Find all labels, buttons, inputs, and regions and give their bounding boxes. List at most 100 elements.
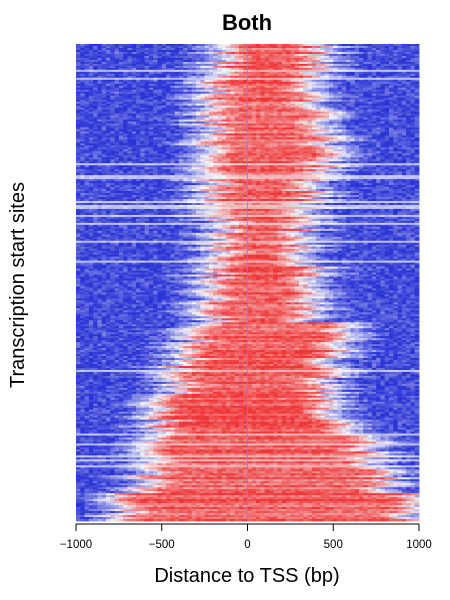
heatmap-cell (191, 61, 197, 65)
heatmap-cell (346, 109, 351, 112)
heatmap-cell (101, 53, 107, 57)
heatmap-cell (350, 57, 356, 61)
heatmap-cell (226, 49, 231, 53)
heatmap-cell (183, 151, 188, 154)
heatmap-cell (277, 93, 283, 97)
heatmap-cell (200, 87, 206, 91)
heatmap-cell (384, 77, 390, 81)
heatmap-cell (380, 159, 386, 162)
heatmap-cell (410, 111, 416, 114)
heatmap-cell (110, 159, 115, 162)
heatmap-cell (217, 59, 223, 63)
heatmap-cell (178, 141, 184, 144)
heatmap-cell (183, 127, 188, 130)
heatmap-cell (260, 77, 266, 81)
heatmap-cell (333, 105, 338, 108)
heatmap-cell (170, 151, 176, 154)
heatmap-cell (406, 161, 411, 164)
heatmap-cell (401, 81, 407, 85)
heatmap-cell (84, 125, 90, 128)
heatmap-cell (213, 157, 218, 160)
heatmap-cell (371, 91, 377, 95)
heatmap-cell (376, 165, 381, 168)
heatmap-cell (264, 77, 270, 81)
heatmap-cell (200, 63, 206, 67)
heatmap-cell (367, 113, 373, 116)
heatmap-cell (380, 157, 386, 160)
heatmap-cell (170, 165, 176, 168)
heatmap-cell (294, 163, 300, 166)
heatmap-cell (106, 155, 111, 158)
heatmap-cell (388, 57, 394, 61)
heatmap-cell (148, 137, 154, 140)
heatmap-cell (281, 129, 287, 132)
heatmap-cell (127, 45, 133, 49)
heatmap-cell (243, 137, 248, 140)
heatmap-cell (208, 117, 214, 120)
heatmap-cell (123, 137, 128, 140)
heatmap-cell (166, 139, 171, 142)
heatmap-cell (260, 65, 266, 69)
heatmap-cell (337, 81, 343, 85)
heatmap-cell (307, 133, 313, 136)
heatmap-cell (187, 137, 193, 140)
heatmap-cell (384, 115, 390, 118)
heatmap-cell (84, 85, 90, 89)
heatmap-cell (183, 101, 188, 105)
heatmap-cell (406, 117, 411, 120)
heatmap-cell (401, 131, 407, 134)
heatmap-cell (358, 65, 364, 69)
heatmap-cell (148, 127, 154, 130)
heatmap-cell (311, 145, 317, 148)
heatmap-cell (333, 153, 338, 156)
heatmap-cell (204, 45, 210, 49)
heatmap-cell (277, 149, 283, 152)
heatmap-cell (84, 65, 90, 69)
heatmap-cell (294, 47, 300, 51)
heatmap-cell (93, 127, 98, 130)
heatmap-cell (363, 153, 368, 156)
heatmap-cell (290, 163, 296, 166)
heatmap-cell (320, 57, 326, 61)
heatmap-cell (354, 147, 360, 150)
heatmap-cell (238, 135, 244, 138)
heatmap-cell (196, 129, 201, 132)
heatmap-cell (290, 159, 296, 162)
heatmap-cell (286, 97, 291, 101)
heatmap-cell (80, 153, 85, 156)
heatmap-cell (230, 107, 236, 110)
heatmap-cell (350, 135, 356, 138)
heatmap-cell (358, 109, 364, 112)
heatmap-cell (298, 91, 304, 95)
heatmap-cell (358, 49, 364, 53)
heatmap-cell (161, 105, 167, 108)
heatmap-cell (88, 65, 94, 69)
heatmap-cell (371, 59, 377, 63)
heatmap-cell (88, 93, 94, 97)
heatmap-cell (110, 79, 115, 83)
heatmap-cell (251, 109, 257, 112)
heatmap-cell (88, 57, 94, 61)
heatmap-cell (136, 167, 141, 170)
heatmap-cell (161, 151, 167, 154)
heatmap-cell (337, 83, 343, 87)
heatmap-cell (268, 81, 274, 85)
heatmap-cell (191, 139, 197, 142)
heatmap-cell (114, 77, 120, 81)
heatmap-cell (298, 125, 304, 128)
heatmap-cell (131, 113, 137, 116)
heatmap-cell (264, 109, 270, 112)
heatmap-cell (148, 99, 154, 103)
heatmap-cell (200, 159, 206, 162)
heatmap-cell (268, 119, 274, 122)
heatmap-cell (118, 107, 124, 110)
heatmap-cell (106, 165, 111, 168)
heatmap-cell (196, 99, 201, 103)
heatmap-cell (208, 159, 214, 162)
heatmap-cell (136, 155, 141, 158)
heatmap-cell (268, 91, 274, 95)
heatmap-cell (106, 119, 111, 122)
heatmap-cell (256, 73, 261, 77)
heatmap-cell (410, 105, 416, 108)
heatmap-cell (294, 139, 300, 142)
